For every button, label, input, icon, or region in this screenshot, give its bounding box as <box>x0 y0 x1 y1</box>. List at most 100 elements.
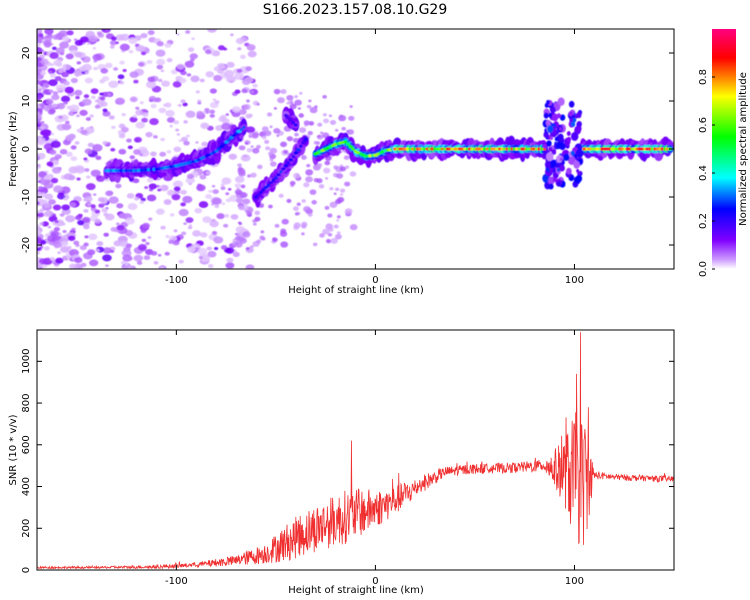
heatmap-noise-blob <box>86 42 91 45</box>
heatmap-noise-blob <box>43 211 51 217</box>
heatmap-noise-blob <box>166 117 175 123</box>
heatmap-ridge-peak <box>293 123 298 127</box>
y-tick-label: 200 <box>21 519 32 538</box>
heatmap-noise-blob <box>148 95 157 102</box>
heatmap-ridge-peak <box>231 133 237 138</box>
heatmap-noise-blob <box>128 37 138 44</box>
heatmap-haze-blob <box>261 135 267 140</box>
heatmap-haze-blob <box>259 235 265 240</box>
heatmap-noise-blob <box>168 239 175 244</box>
heatmap-noise-blob <box>197 247 208 255</box>
heatmap-noise-blob <box>37 210 41 214</box>
heatmap-noise-blob <box>74 257 83 264</box>
heatmap-noise-blob <box>53 227 60 232</box>
heatmap-noise-blob <box>158 78 163 82</box>
heatmap-noise-blob <box>94 218 101 224</box>
heatmap-noise-blob <box>240 154 251 162</box>
heatmap-noise-blob <box>115 41 119 45</box>
heatmap-scatter-blob <box>566 167 572 175</box>
heatmap-haze-blob <box>309 189 317 195</box>
heatmap-noise-blob <box>80 129 88 135</box>
heatmap-ridge-peak <box>226 138 232 142</box>
heatmap-ridge-peak <box>256 193 261 197</box>
heatmap-ridge-peak <box>216 147 222 151</box>
heatmap-scatter-blob <box>548 183 554 190</box>
heatmap-ridge-peak <box>301 141 306 145</box>
heatmap-noise-blob <box>160 69 165 73</box>
heatmap-noise-blob <box>106 92 112 97</box>
heatmap-noise-blob <box>205 194 212 199</box>
heatmap-scatter-blob <box>548 159 557 169</box>
heatmap-noise-blob <box>246 147 253 153</box>
heatmap-noise-blob <box>48 79 58 87</box>
heatmap-noise-blob <box>205 49 212 55</box>
heatmap-noise-blob <box>58 115 63 120</box>
x-tick-label: -100 <box>165 576 188 587</box>
heatmap-noise-blob <box>141 238 147 242</box>
heatmap-noise-blob <box>74 51 83 58</box>
heatmap-noise-blob <box>119 240 129 247</box>
heatmap-noise-blob <box>165 235 170 238</box>
heatmap-noise-blob <box>186 134 190 138</box>
heatmap-noise-blob <box>130 97 137 102</box>
heatmap-noise-blob <box>37 79 42 85</box>
heatmap-noise-blob <box>146 59 153 65</box>
heatmap-scatter-blob <box>544 161 551 169</box>
heatmap-scatter-blob <box>547 176 555 185</box>
heatmap-noise-blob <box>63 80 70 86</box>
heatmap-noise-blob <box>191 37 195 40</box>
heatmap-noise-blob <box>76 114 80 118</box>
heatmap-noise-blob <box>39 222 44 226</box>
heatmap-noise-blob <box>108 80 119 88</box>
heatmap-noise-blob <box>234 175 245 183</box>
heatmap-noise-blob <box>209 220 219 228</box>
heatmap-haze-blob <box>324 205 330 210</box>
heatmap-haze-blob <box>329 120 337 126</box>
heatmap-scatter-blob <box>565 141 570 146</box>
heatmap-noise-blob <box>139 153 144 157</box>
heatmap-noise-blob <box>129 71 139 78</box>
heatmap-noise-blob <box>159 151 167 157</box>
heatmap-noise-blob <box>84 148 93 155</box>
heatmap-noise-blob <box>59 148 68 155</box>
heatmap-noise-blob <box>84 168 90 172</box>
heatmap-scatter-blob <box>570 150 575 156</box>
heatmap-noise-blob <box>107 142 111 146</box>
heatmap-haze-blob <box>349 171 357 177</box>
heatmap-noise-blob <box>40 70 47 76</box>
heatmap-noise-blob <box>146 177 154 183</box>
heatmap-haze-blob <box>264 130 272 137</box>
heatmap-noise-blob <box>183 222 187 225</box>
heatmap-noise-blob <box>194 207 203 214</box>
heatmap-noise-blob <box>190 75 200 83</box>
heatmap-noise-blob <box>137 244 147 251</box>
heatmap-haze-blob <box>273 107 277 110</box>
heatmap-noise-blob <box>54 220 59 224</box>
heatmap-noise-blob <box>183 140 190 146</box>
heatmap-noise-blob <box>205 171 211 175</box>
heatmap-haze-blob <box>289 98 294 102</box>
heatmap-scatter-blob <box>552 168 556 173</box>
heatmap-noise-blob <box>92 46 97 50</box>
y-tick-label: 20 <box>21 47 32 60</box>
heatmap-noise-blob <box>43 246 50 251</box>
heatmap-noise-blob <box>252 83 258 88</box>
heatmap-noise-blob <box>226 257 234 263</box>
heatmap-noise-blob <box>57 251 61 254</box>
heatmap-noise-blob <box>41 221 49 227</box>
heatmap-noise-blob <box>96 31 103 36</box>
heatmap-noise-blob <box>157 188 162 192</box>
heatmap-noise-blob <box>48 70 53 74</box>
heatmap-noise-blob <box>108 196 119 204</box>
heatmap-noise-blob <box>181 231 187 236</box>
heatmap-noise-blob <box>41 129 52 137</box>
heatmap-haze-blob <box>269 158 274 162</box>
heatmap-noise-blob <box>185 176 196 184</box>
heatmap-noise-blob <box>223 213 230 218</box>
heatmap-haze-blob <box>336 231 341 235</box>
heatmap-noise-blob <box>172 240 180 246</box>
y-tick-label: 1000 <box>21 349 32 374</box>
heatmap-noise-blob <box>49 52 59 59</box>
x-tick-label: 0 <box>372 275 378 286</box>
